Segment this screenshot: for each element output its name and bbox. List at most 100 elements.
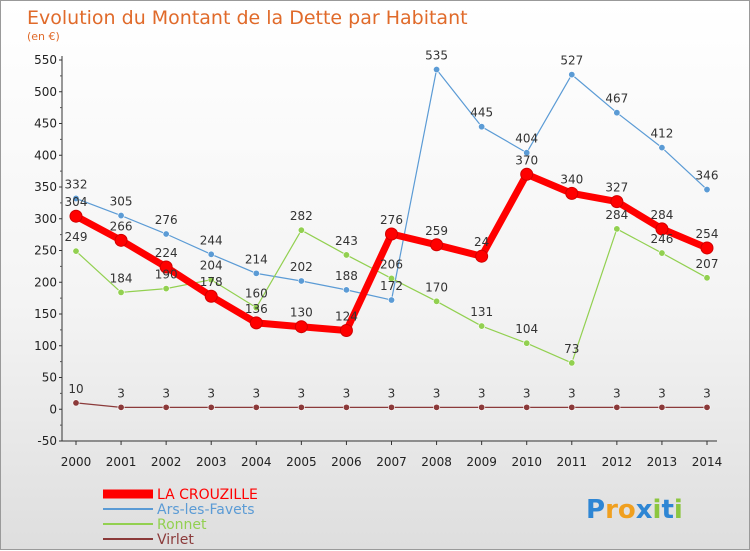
x-tick-label: 2010 [511, 455, 542, 469]
series-point-3 [117, 403, 125, 411]
series-point-3 [162, 403, 170, 411]
series-point-2 [207, 276, 215, 284]
series-point-1 [433, 66, 441, 74]
series-point-0 [610, 195, 624, 209]
data-label-3: 3 [343, 386, 351, 400]
data-label-0: 224 [155, 246, 178, 260]
data-label-2: 243 [335, 234, 358, 248]
data-label-0: 178 [200, 275, 223, 289]
data-label-3: 3 [162, 386, 170, 400]
y-tick-label: 50 [42, 371, 57, 385]
series-point-3 [568, 403, 576, 411]
series-point-1 [342, 286, 350, 294]
data-label-3: 3 [568, 386, 576, 400]
series-point-0 [565, 186, 579, 200]
series-point-2 [568, 359, 576, 367]
data-label-0: 340 [560, 172, 583, 186]
proxiti-logo: Proxiti [586, 495, 683, 525]
legend-label-0: LA CROUZILLE [157, 487, 258, 503]
data-label-2: 246 [650, 232, 673, 246]
series-point-1 [478, 123, 486, 131]
x-tick-label: 2004 [241, 455, 272, 469]
series-point-1 [703, 186, 711, 194]
series-point-3 [207, 403, 215, 411]
series-point-0 [159, 260, 173, 274]
series-point-2 [433, 297, 441, 305]
x-tick-label: 2001 [106, 455, 137, 469]
series-point-1 [613, 109, 621, 117]
data-label-1: 332 [65, 177, 88, 191]
brand-letter: i [653, 495, 662, 525]
y-tick-label: 350 [34, 180, 57, 194]
data-label-0: 259 [425, 224, 448, 238]
y-tick-label: 200 [34, 275, 57, 289]
x-tick-label: 2012 [602, 455, 633, 469]
data-label-1: 305 [110, 195, 133, 209]
x-tick-label: 2005 [286, 455, 317, 469]
series-point-0 [114, 233, 128, 247]
chart-title: Evolution du Montant de la Dette par Hab… [27, 7, 468, 29]
data-label-0: 254 [696, 227, 719, 241]
series-point-0 [385, 227, 398, 241]
data-label-0: 327 [605, 181, 628, 195]
data-label-3: 10 [68, 382, 83, 396]
series-point-3 [478, 403, 486, 411]
series-point-3 [613, 403, 621, 411]
x-tick-label: 2009 [466, 455, 497, 469]
series-point-3 [342, 403, 350, 411]
y-tick-label: -50 [37, 434, 57, 448]
data-label-1: 202 [290, 260, 313, 274]
series-point-3 [72, 399, 80, 407]
y-tick-label: 450 [34, 117, 57, 131]
data-label-2: 160 [245, 287, 268, 301]
data-label-0: 284 [650, 208, 673, 222]
data-label-2: 104 [515, 322, 538, 336]
data-label-2: 190 [155, 268, 178, 282]
series-point-1 [162, 230, 170, 238]
series-point-2 [613, 225, 621, 233]
data-label-2: 170 [425, 280, 448, 294]
x-tick-label: 2000 [61, 455, 92, 469]
data-label-1: 214 [245, 252, 268, 266]
data-label-2: 284 [605, 208, 628, 222]
series-point-1 [568, 71, 576, 79]
data-label-3: 3 [523, 386, 531, 400]
data-label-3: 3 [658, 386, 666, 400]
data-label-3: 3 [478, 386, 486, 400]
series-point-2 [523, 339, 531, 347]
data-label-3: 3 [298, 386, 306, 400]
series-point-1 [297, 277, 305, 285]
series-point-0 [69, 209, 83, 223]
y-tick-label: 550 [34, 53, 57, 67]
data-label-3: 3 [388, 386, 396, 400]
series-point-1 [72, 194, 80, 202]
y-tick-label: 100 [34, 339, 57, 353]
data-label-1: 276 [155, 213, 178, 227]
series-point-2 [658, 249, 666, 257]
data-label-2: 184 [110, 271, 133, 285]
series-point-1 [252, 269, 260, 277]
data-label-3: 3 [252, 386, 260, 400]
data-label-2: 207 [696, 257, 719, 271]
data-label-2: 206 [380, 257, 403, 271]
x-tick-label: 2013 [647, 455, 678, 469]
brand-letter: o [618, 495, 636, 525]
series-point-2 [117, 288, 125, 296]
series-point-0 [700, 241, 714, 255]
data-label-3: 3 [117, 386, 125, 400]
data-label-1: 172 [380, 279, 403, 293]
data-label-0: 124 [335, 310, 358, 324]
y-tick-label: 150 [34, 307, 57, 321]
x-tick-label: 2014 [692, 455, 723, 469]
data-label-1: 188 [335, 269, 358, 283]
series-point-2 [703, 274, 711, 282]
data-label-2: 73 [564, 342, 579, 356]
axes: -50 0 50 100 150 200 250 300 350 400 450 500 550 2000… [34, 53, 722, 469]
data-label-1: 412 [650, 127, 673, 141]
data-label-3: 3 [207, 386, 215, 400]
x-tick-label: 2006 [331, 455, 362, 469]
series-layer [69, 66, 714, 411]
data-label-2: 131 [470, 305, 493, 319]
